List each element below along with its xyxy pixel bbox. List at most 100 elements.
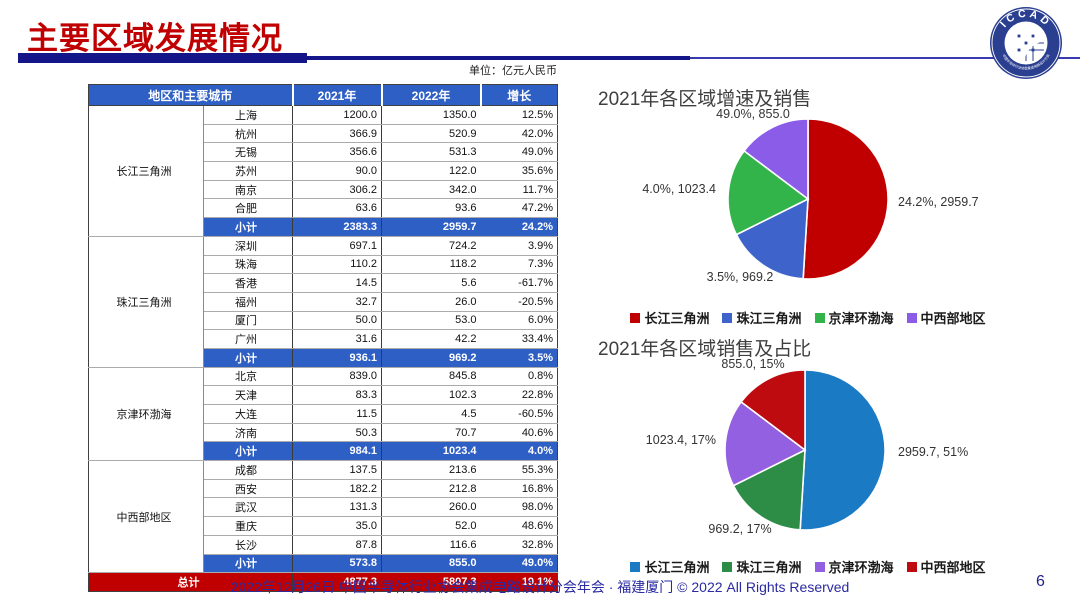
table-cell: 969.2 bbox=[381, 348, 481, 368]
table-cell: -60.5% bbox=[480, 404, 558, 424]
table-cell: 4.0% bbox=[480, 441, 558, 462]
pie-slice-中西部地区 bbox=[742, 118, 809, 201]
legend-swatch-icon bbox=[630, 312, 641, 323]
table-cell: 520.9 bbox=[381, 124, 481, 144]
table-cell: 98.0% bbox=[480, 497, 558, 518]
table-cell: 24.2% bbox=[480, 217, 558, 237]
legend-item: 中西部地区 bbox=[906, 557, 986, 576]
region-cell: 中西部地区 bbox=[88, 460, 204, 574]
footer-text: 2022年12月26日 中国半导体行业协会集成电路设计分会年会 · 福建厦门 ©… bbox=[230, 579, 850, 595]
table-cell: 26.0 bbox=[381, 292, 481, 312]
table-cell: 32.7 bbox=[292, 292, 382, 312]
table-row: 无锡 356.6 531.3 49.0% bbox=[89, 142, 558, 163]
table-cell: 合肥 bbox=[203, 198, 293, 219]
table-row: 武汉 131.3 260.0 98.0% bbox=[89, 497, 558, 518]
table-cell: 19.1% bbox=[480, 572, 558, 592]
chart2-label-zhongxibu: 855.0, 15% bbox=[721, 357, 785, 371]
legend-swatch-icon bbox=[906, 312, 917, 323]
legend-swatch-icon bbox=[722, 312, 733, 323]
chart2-title: 2021年各区域销售及占比 bbox=[598, 339, 812, 360]
title-underline-thin bbox=[690, 57, 1080, 59]
pie-chart-growth-sales bbox=[727, 118, 889, 280]
table-row: 福州 32.7 26.0 -20.5% bbox=[89, 292, 558, 312]
legend-label: 中西部地区 bbox=[920, 311, 986, 326]
subtotal-row: 小计 984.1 1023.4 4.0% bbox=[89, 441, 558, 462]
chart1-label-zhongxibu: 49.0%, 855.0 bbox=[716, 107, 790, 121]
table-cell: 无锡 bbox=[203, 142, 293, 163]
table-cell: 12.5% bbox=[480, 105, 558, 125]
subtotal-row: 小计 936.1 969.2 3.5% bbox=[89, 348, 558, 368]
table-cell: 33.4% bbox=[480, 329, 558, 349]
table-cell: 212.8 bbox=[381, 479, 481, 499]
table-row: 广州 31.6 42.2 33.4% bbox=[89, 329, 558, 349]
table-cell: 7.3% bbox=[480, 255, 558, 275]
pie-chart-sales-share bbox=[724, 369, 886, 531]
table-row: 香港 14.5 5.6 -61.7% bbox=[89, 273, 558, 293]
table-row: 苏州 90.0 122.0 35.6% bbox=[89, 161, 558, 181]
chart1-label-jingjin: 4.0%, 1023.4 bbox=[642, 182, 716, 196]
legend-item: 京津环渤海 bbox=[814, 308, 894, 327]
chart2-label-jingjin: 1023.4, 17% bbox=[645, 433, 716, 447]
legend-item: 京津环渤海 bbox=[814, 557, 894, 576]
table-cell: 3.5% bbox=[480, 348, 558, 368]
table-cell: 356.6 bbox=[292, 142, 382, 163]
table-cell: 上海 bbox=[203, 105, 293, 125]
table-cell: 573.8 bbox=[292, 554, 382, 574]
legend-swatch-icon bbox=[814, 561, 825, 572]
table-cell: 87.8 bbox=[292, 535, 382, 555]
table-cell: 50.0 bbox=[292, 311, 382, 331]
table-row: 杭州 366.9 520.9 42.0% bbox=[89, 124, 558, 144]
iccad-logo: ICCAD 中国半导体行业协会集成电路设计分会 bbox=[990, 7, 1062, 79]
table-cell: 总计 bbox=[88, 572, 293, 592]
chart1-label-zhujiang: 3.5%, 969.2 bbox=[706, 270, 774, 284]
table-cell: 大连 bbox=[203, 404, 293, 424]
title-underline-thick bbox=[18, 53, 307, 63]
table-cell: 16.8% bbox=[480, 479, 558, 499]
table-cell: 213.6 bbox=[381, 460, 481, 480]
legend-item: 中西部地区 bbox=[906, 308, 986, 327]
table-cell: 63.6 bbox=[292, 198, 382, 219]
table-cell: 47.2% bbox=[480, 198, 558, 219]
table-cell: 厦门 bbox=[203, 311, 293, 331]
table-row: 京津环渤海 北京 839.0 845.8 0.8% bbox=[88, 367, 558, 462]
legend-swatch-icon bbox=[814, 312, 825, 323]
table-row: 合肥 63.6 93.6 47.2% bbox=[89, 198, 558, 219]
legend-label: 京津环渤海 bbox=[828, 311, 894, 326]
chart1-legend: 长江三角洲 珠江三角洲 京津环渤海 中西部地区 bbox=[590, 308, 1026, 327]
table-cell: 小计 bbox=[203, 554, 293, 574]
table-row: 济南 50.3 70.7 40.6% bbox=[89, 423, 558, 443]
legend-swatch-icon bbox=[630, 561, 641, 572]
table-row: 大连 11.5 4.5 -60.5% bbox=[89, 404, 558, 424]
table-row: 长江三角洲 上海 1200.0 1350.0 12.5% bbox=[88, 105, 558, 237]
table-row: 南京 306.2 342.0 11.7% bbox=[89, 180, 558, 200]
table-cell: 936.1 bbox=[292, 348, 382, 368]
table-cell: 131.3 bbox=[292, 497, 382, 518]
region-cell: 珠江三角洲 bbox=[88, 236, 204, 368]
table-cell: 武汉 bbox=[203, 497, 293, 518]
legend-swatch-icon bbox=[722, 561, 733, 572]
table-cell: 北京 bbox=[203, 367, 293, 387]
table-row: 珠江三角洲 深圳 697.1 724.2 3.9% bbox=[88, 236, 558, 368]
table-cell: 70.7 bbox=[381, 423, 481, 443]
table-cell: 11.7% bbox=[480, 180, 558, 200]
table-cell: 55.3% bbox=[480, 460, 558, 480]
table-cell: 天津 bbox=[203, 385, 293, 405]
table-cell: 531.3 bbox=[381, 142, 481, 163]
region-cell: 长江三角洲 bbox=[88, 105, 204, 237]
table-cell: 48.6% bbox=[480, 516, 558, 536]
table-cell: 深圳 bbox=[203, 236, 293, 256]
pie-slice-京津环渤海 bbox=[724, 400, 807, 487]
header-2021: 2021年 bbox=[291, 84, 382, 106]
table-row: 厦门 50.0 53.0 6.0% bbox=[89, 311, 558, 331]
table-cell: 342.0 bbox=[381, 180, 481, 200]
table-cell: 724.2 bbox=[381, 236, 481, 256]
table-cell: 4877.3 bbox=[292, 572, 382, 592]
table-cell: 50.3 bbox=[292, 423, 382, 443]
table-cell: 5.6 bbox=[381, 273, 481, 293]
table-cell: 广州 bbox=[203, 329, 293, 349]
table-cell: 3.9% bbox=[480, 236, 558, 256]
table-cell: 济南 bbox=[203, 423, 293, 443]
table-cell: 40.6% bbox=[480, 423, 558, 443]
table-cell: 118.2 bbox=[381, 255, 481, 275]
